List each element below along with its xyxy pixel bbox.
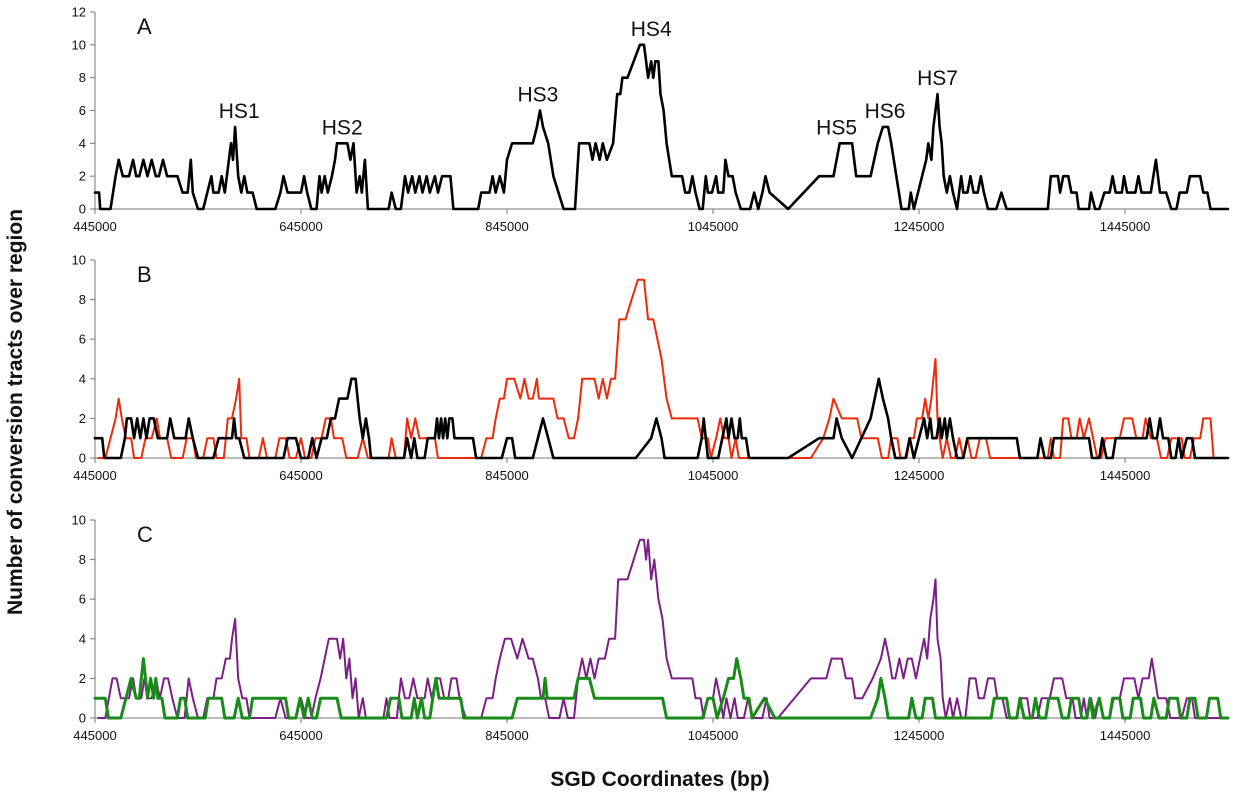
y-tick-label: 6 [79, 332, 86, 347]
hotspot-label: HS2 [322, 116, 363, 139]
hotspot-label: HS4 [631, 18, 672, 41]
panel-a: 0 2 4 6 8 10 12 445000 645000 845000 1045000 124500… [72, 5, 1230, 234]
y-tick-label: 8 [79, 70, 86, 85]
y-tick-label: 12 [72, 5, 86, 20]
y-tick-label: 10 [72, 513, 86, 528]
x-tick-label: 1445000 [1100, 728, 1151, 743]
x-tick-label: 645000 [279, 468, 322, 483]
x-tick-label: 645000 [279, 728, 322, 743]
x-tick-label: 1045000 [688, 468, 739, 483]
y-tick-label: 4 [79, 136, 86, 151]
y-tick-label: 2 [79, 671, 86, 686]
hotspot-label: HS7 [917, 67, 958, 90]
series-line-1 [97, 278, 1229, 459]
panel-letter: C [137, 522, 153, 547]
y-tick-label: 0 [79, 451, 86, 466]
x-tick-label: 1445000 [1100, 468, 1151, 483]
y-tick-label: 6 [79, 103, 86, 118]
y-tick-label: 0 [79, 202, 86, 217]
x-axis-label: SGD Coordinates (bp) [550, 768, 769, 791]
x-tick-label: 1245000 [894, 468, 945, 483]
y-tick-label: 2 [79, 411, 86, 426]
panel-letter: B [137, 262, 152, 287]
x-tick-label: 845000 [485, 468, 528, 483]
x-tick-label: 645000 [279, 219, 322, 234]
x-tick-label: 845000 [485, 219, 528, 234]
series-line-2 [93, 377, 1230, 460]
x-tick-label: 1445000 [1100, 219, 1151, 234]
x-tick-label: 445000 [73, 219, 116, 234]
panel-c: 0 2 4 6 8 10 445000 645000 845000 1045000 1245000 1… [72, 513, 1230, 743]
y-tick-label: 8 [79, 292, 86, 307]
y-tick-label: 4 [79, 631, 86, 646]
y-tick-label: 10 [72, 253, 86, 268]
y-tick-label: 10 [72, 37, 86, 52]
x-tick-label: 845000 [485, 728, 528, 743]
hotspot-label: HS3 [517, 84, 558, 107]
panels-group: 0 2 4 6 8 10 12 445000 645000 845000 1045000 124500… [72, 5, 1230, 743]
y-tick-label: 0 [79, 711, 86, 726]
x-tick-label: 1245000 [894, 728, 945, 743]
y-tick-label: 2 [79, 169, 86, 184]
x-tick-label: 1245000 [894, 219, 945, 234]
x-tick-label: 1045000 [688, 219, 739, 234]
y-tick-label: 4 [79, 371, 86, 386]
x-tick-label: 445000 [73, 468, 116, 483]
hotspot-label: HS6 [865, 100, 906, 123]
x-tick-label: 1045000 [688, 728, 739, 743]
y-tick-label: 8 [79, 552, 86, 567]
series-line-1 [93, 43, 1230, 211]
y-axis-label: Number of conversion tracts over region [4, 209, 27, 615]
hotspot-label: HS5 [816, 116, 857, 139]
hotspot-label: HS1 [219, 100, 260, 123]
panel-b: 0 2 4 6 8 10 445000 645000 845000 1045000 1245000 1… [72, 253, 1230, 483]
x-tick-label: 445000 [73, 728, 116, 743]
series-line-2 [93, 657, 1230, 720]
y-tick-label: 6 [79, 592, 86, 607]
series-line-1 [97, 538, 1229, 719]
panel-letter: A [137, 14, 152, 39]
